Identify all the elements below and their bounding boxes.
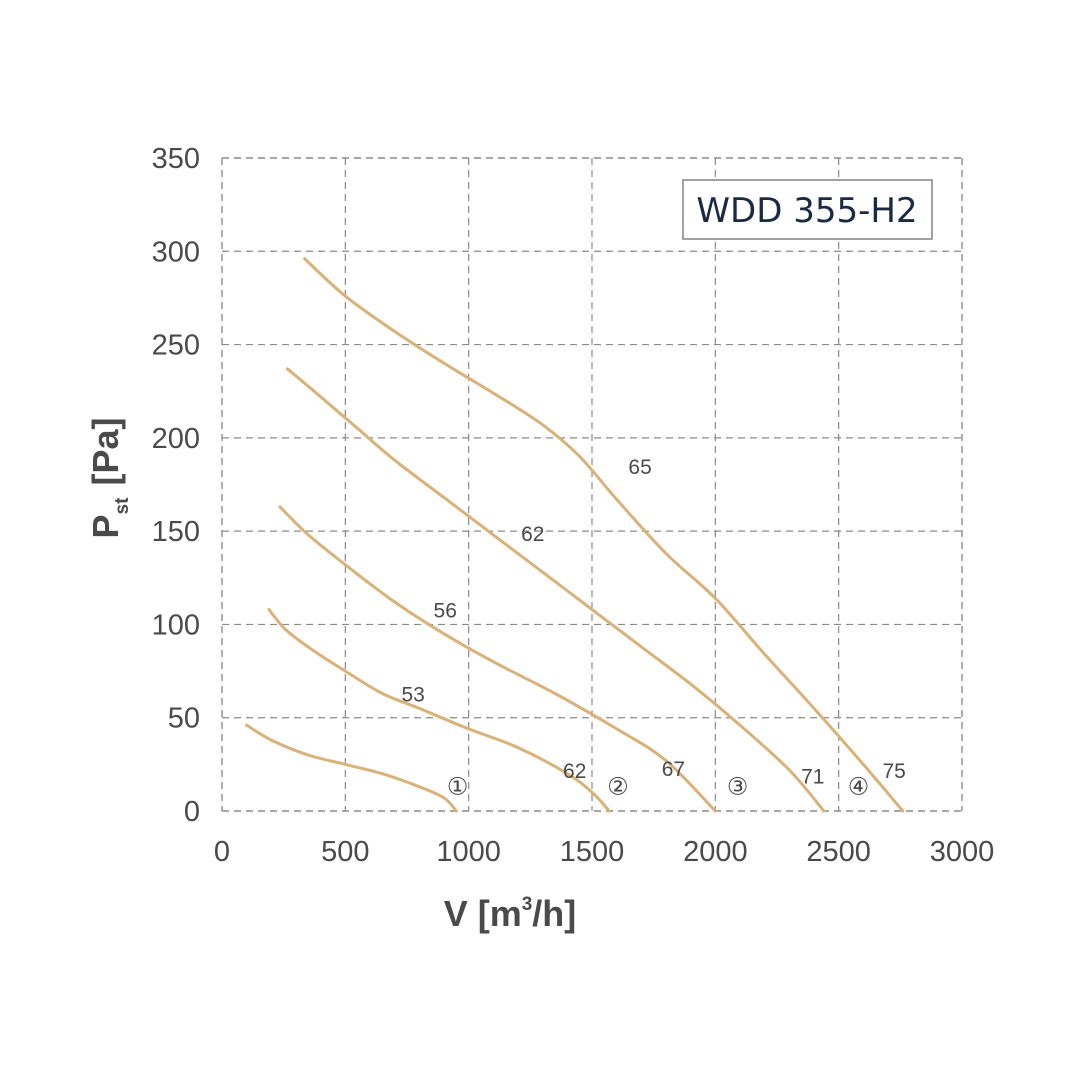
curve-number-label: ① <box>447 773 469 801</box>
x-tick-label: 500 <box>321 836 369 868</box>
y-tick-label: 300 <box>152 236 200 268</box>
x-tick-label: 3000 <box>930 836 995 868</box>
x-tick-label: 1500 <box>560 836 625 868</box>
grid <box>221 157 963 812</box>
curve-number-label: ③ <box>727 773 749 801</box>
x-tick-label: 0 <box>214 836 230 868</box>
fan-curve-2 <box>267 608 611 813</box>
x-tick-label: 1000 <box>436 836 501 868</box>
y-axis-title-subscript: st <box>112 497 133 515</box>
y-tick-label: 350 <box>152 143 200 175</box>
curve-value-label: 62 <box>521 523 544 546</box>
y-axis-title-rest: [Pa] <box>85 418 126 486</box>
y-tick-label: 250 <box>152 330 200 362</box>
fan-curve-4 <box>285 367 826 813</box>
fan-curve-3 <box>278 505 717 813</box>
y-axis-title: Pst [Pa] <box>85 418 133 539</box>
y-tick-label: 50 <box>168 703 200 735</box>
curve-value-label: 71 <box>801 766 824 789</box>
model-box-frame <box>682 179 933 240</box>
curve-number-label: ④ <box>848 773 870 801</box>
tick-labels: 0 500 1000 1500 2000 2500 3000 0 50 100 150 200 250 3… <box>152 143 995 868</box>
curve-value-label: 75 <box>882 760 905 783</box>
curve-labels: ① 53 62 ② 56 67 ③ 62 71 ④ 65 75 <box>401 456 905 801</box>
curve-value-label: 53 <box>401 683 424 706</box>
curve-number-label: ② <box>607 773 629 801</box>
y-tick-label: 150 <box>152 516 200 548</box>
x-axis-title: V [m3/h] <box>444 893 577 934</box>
fan-curves <box>245 257 905 813</box>
curve-value-label: 56 <box>434 600 457 623</box>
x-tick-label: 2000 <box>683 836 748 868</box>
y-axis-title-main: P <box>85 514 126 538</box>
x-axis-title-rest: /h] <box>532 893 576 934</box>
y-tick-label: 0 <box>184 796 200 828</box>
fan-curve-1 <box>245 723 458 813</box>
fan-curve-5 <box>303 257 905 813</box>
y-tick-label: 100 <box>152 609 200 641</box>
curve-value-label: 62 <box>563 760 586 783</box>
x-tick-label: 2500 <box>806 836 871 868</box>
chart-title: WDD 355-H2 <box>696 191 917 231</box>
curve-value-label: 67 <box>662 758 685 781</box>
x-axis-title-main: V [m <box>444 893 522 934</box>
curve-value-label: 65 <box>628 456 651 479</box>
y-tick-label: 200 <box>152 423 200 455</box>
model-box: WDD 355-H2 <box>682 179 933 240</box>
x-axis-title-superscript: 3 <box>522 894 533 915</box>
